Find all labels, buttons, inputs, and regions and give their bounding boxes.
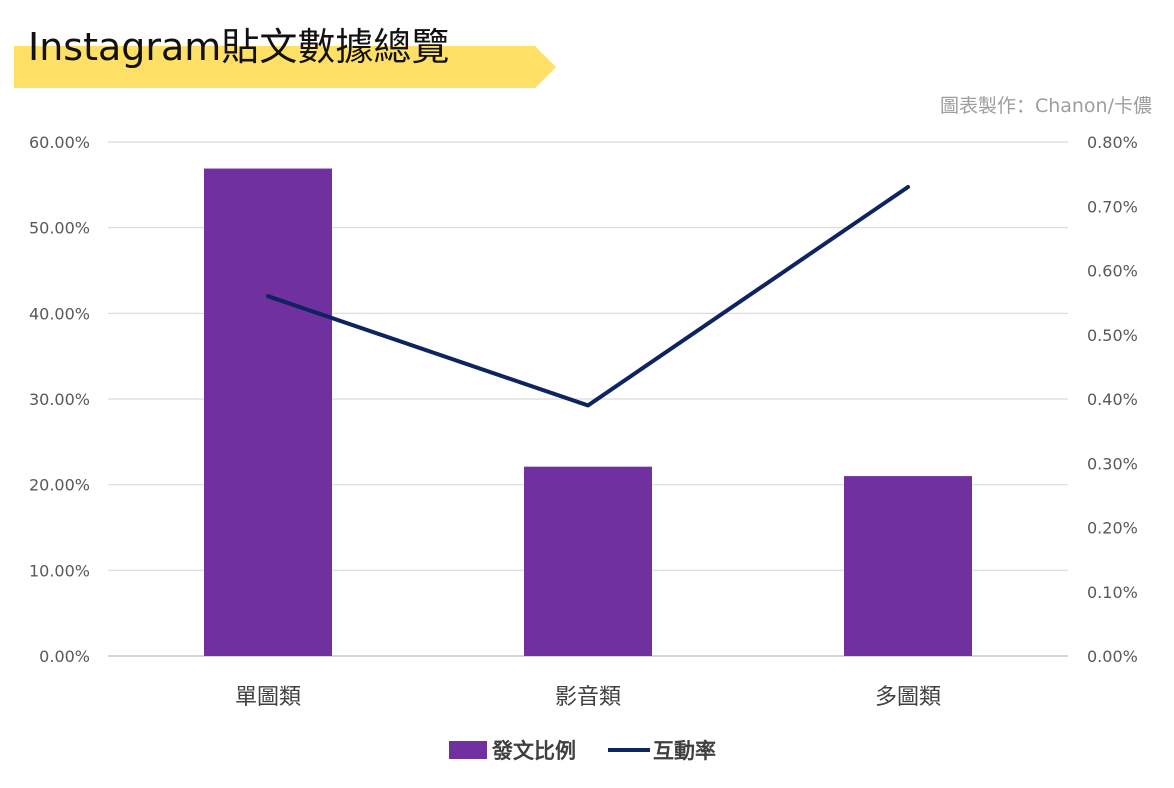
- category-label: 單圖類: [235, 685, 301, 710]
- bar: [204, 168, 332, 656]
- category-label: 影音類: [555, 685, 621, 710]
- right-tick-label: 0.30%: [1087, 454, 1138, 473]
- line-series: [266, 184, 910, 408]
- line-point: [587, 404, 589, 406]
- left-tick-label: 20.00%: [29, 476, 90, 495]
- right-tick-label: 0.60%: [1087, 262, 1138, 281]
- left-tick-label: 50.00%: [29, 219, 90, 238]
- right-tick-label: 0.20%: [1087, 519, 1138, 538]
- right-tick-label: 0.70%: [1087, 197, 1138, 216]
- right-axis: 0.00% 0.10% 0.20% 0.30% 0.40% 0.50% 0.60% 0.70%…: [1087, 133, 1138, 666]
- line-point: [907, 186, 909, 188]
- left-tick-label: 40.00%: [29, 304, 90, 323]
- chart-title: Instagram貼文數據總覽: [28, 25, 449, 69]
- bar: [844, 476, 972, 656]
- line-path: [266, 184, 910, 408]
- right-tick-label: 0.40%: [1087, 390, 1138, 409]
- right-tick-label: 0.10%: [1087, 583, 1138, 602]
- title-banner: Instagram貼文數據總覽: [14, 25, 556, 88]
- left-axis: 0.00% 10.00% 20.00% 30.00% 40.00% 50.00% 60.00…: [29, 133, 90, 666]
- right-tick-label: 0.00%: [1087, 647, 1138, 666]
- legend-label-bar: 發文比例: [491, 739, 576, 763]
- bar-series: [204, 168, 972, 656]
- left-tick-label: 0.00%: [39, 647, 90, 666]
- right-tick-label: 0.50%: [1087, 326, 1138, 345]
- category-label: 多圖類: [875, 685, 941, 710]
- legend-swatch-bar: [449, 741, 487, 759]
- legend-label-line: 互動率: [653, 739, 716, 763]
- bar: [524, 466, 652, 656]
- left-tick-label: 60.00%: [29, 133, 90, 152]
- legend: 發文比例 互動率: [449, 739, 716, 763]
- right-tick-label: 0.80%: [1087, 133, 1138, 152]
- title-highlight: [14, 46, 556, 88]
- line-point: [267, 295, 269, 297]
- category-axis: 單圖類 影音類 多圖類: [235, 685, 941, 710]
- left-tick-label: 30.00%: [29, 390, 90, 409]
- left-tick-label: 10.00%: [29, 561, 90, 580]
- chart-credit: 圖表製作：Chanon/卡儂: [940, 95, 1152, 117]
